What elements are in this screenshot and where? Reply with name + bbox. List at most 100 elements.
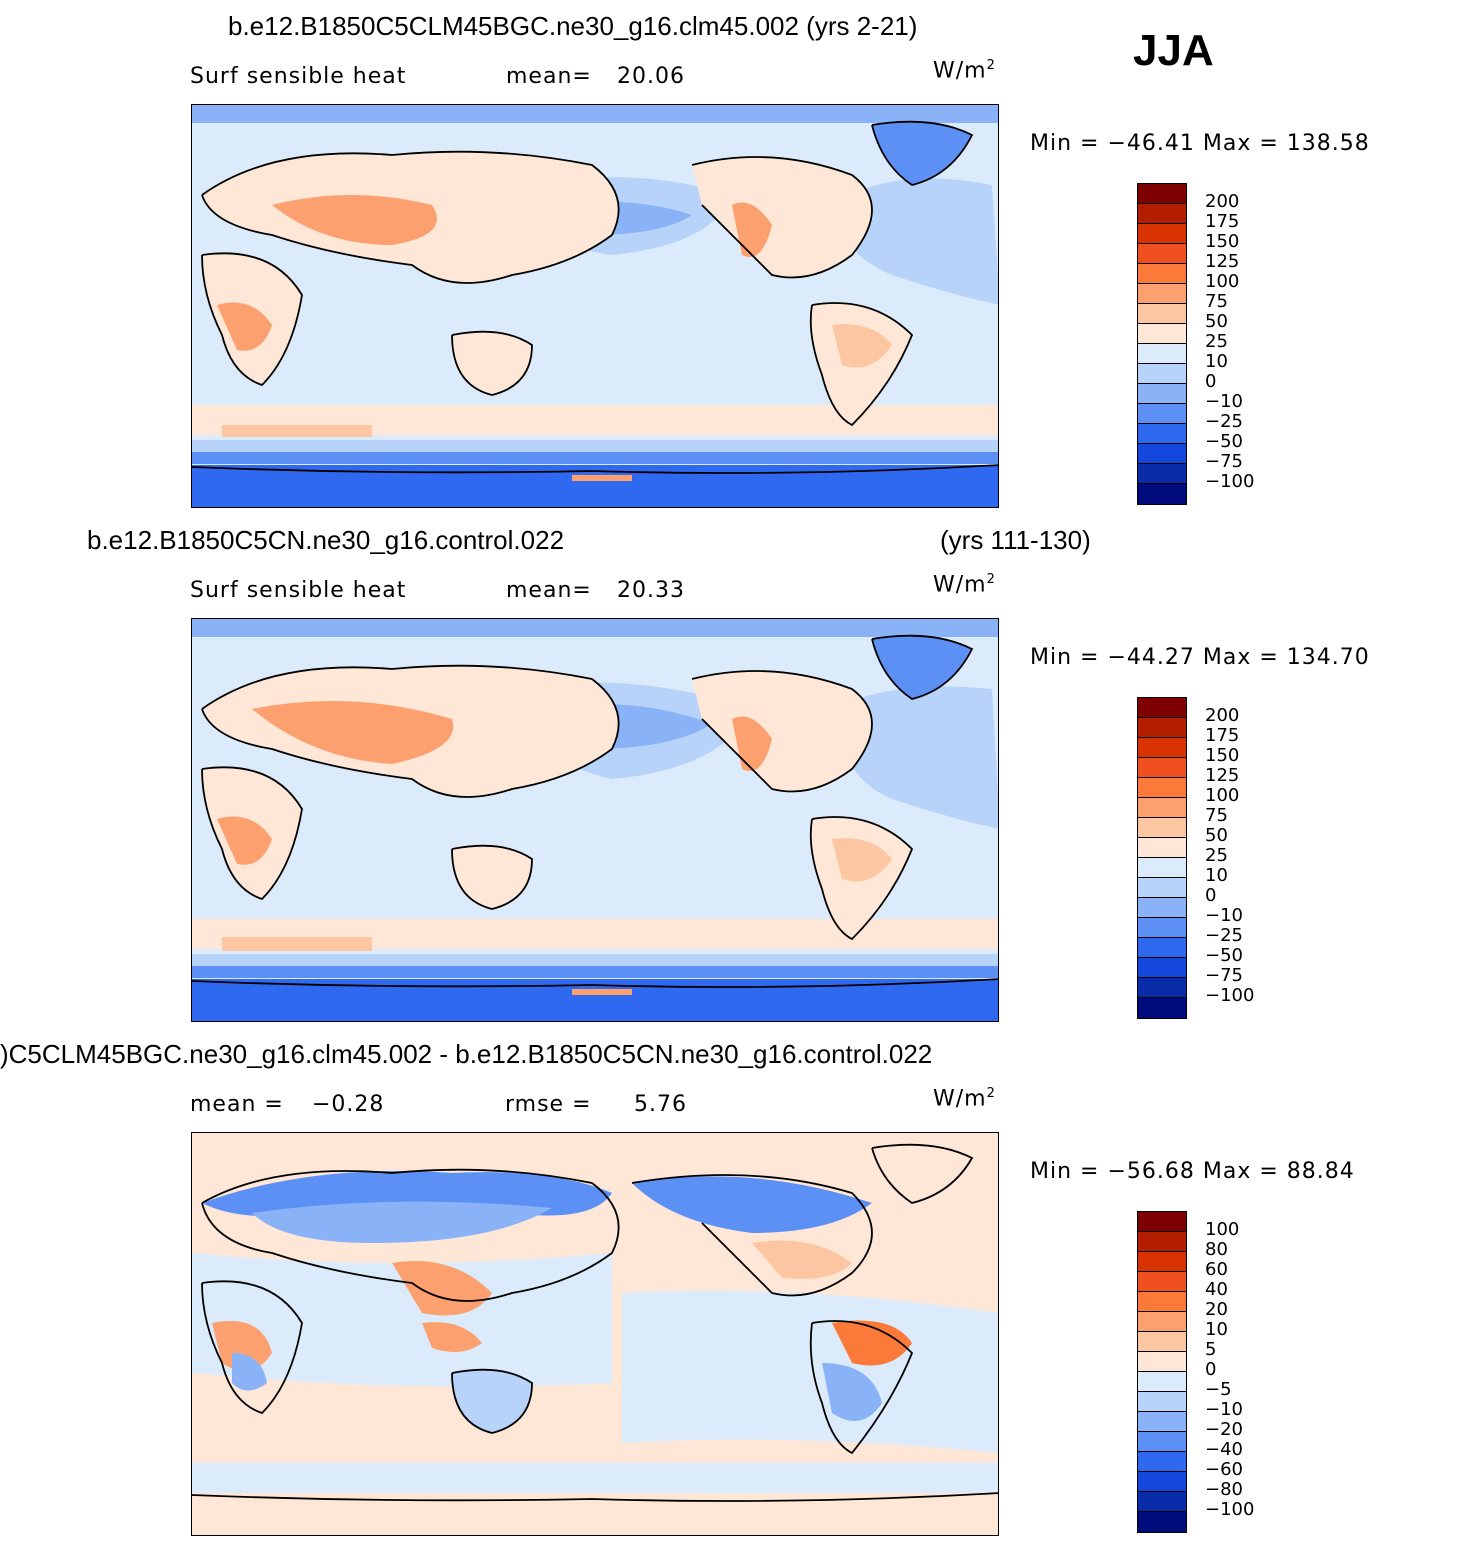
colorbar-tick-label: −75 bbox=[1205, 451, 1243, 472]
colorbar-segment bbox=[1138, 718, 1186, 738]
colorbar-tick-label: 0 bbox=[1205, 1359, 1217, 1380]
colorbar-segment bbox=[1138, 998, 1186, 1018]
colorbar-segment bbox=[1138, 184, 1186, 204]
colorbar-tick-label: 100 bbox=[1205, 1219, 1240, 1240]
panel3-map bbox=[191, 1132, 999, 1536]
colorbar-tick-label: 75 bbox=[1205, 805, 1228, 826]
colorbar-segment bbox=[1138, 1272, 1186, 1292]
panel3-mean-label: mean = bbox=[190, 1092, 284, 1117]
colorbar-tick-label: −50 bbox=[1205, 431, 1243, 452]
colorbar-tick-label: 80 bbox=[1205, 1239, 1228, 1260]
colorbar-tick-label: 25 bbox=[1205, 331, 1228, 352]
colorbar-tick-label: 200 bbox=[1205, 705, 1240, 726]
colorbar-segment bbox=[1138, 1212, 1186, 1232]
colorbar-tick-label: −5 bbox=[1205, 1379, 1232, 1400]
colorbar-segment bbox=[1138, 364, 1186, 384]
panel1-title: b.e12.B1850C5CLM45BGC.ne30_g16.clm45.002… bbox=[228, 11, 918, 41]
colorbar-segment bbox=[1138, 384, 1186, 404]
colorbar-segment bbox=[1138, 1332, 1186, 1352]
panel2-title: b.e12.B1850C5CN.ne30_g16.control.022 bbox=[87, 525, 565, 555]
colorbar-segment bbox=[1138, 1412, 1186, 1432]
colorbar-tick-label: 20 bbox=[1205, 1299, 1228, 1320]
colorbar-segment bbox=[1138, 224, 1186, 244]
colorbar-tick-label: 25 bbox=[1205, 845, 1228, 866]
colorbar-segment bbox=[1138, 1492, 1186, 1512]
colorbar-tick-label: 0 bbox=[1205, 885, 1217, 906]
panel3-minmax: Min = −56.68 Max = 88.84 bbox=[1030, 1159, 1355, 1184]
colorbar-segment bbox=[1138, 878, 1186, 898]
colorbar-tick-label: −25 bbox=[1205, 411, 1243, 432]
colorbar-tick-label: 0 bbox=[1205, 371, 1217, 392]
colorbar-segment bbox=[1138, 484, 1186, 504]
colorbar-tick-label: −100 bbox=[1205, 471, 1255, 492]
colorbar-tick-label: 150 bbox=[1205, 745, 1240, 766]
colorbar-tick-label: −25 bbox=[1205, 925, 1243, 946]
colorbar-tick-label: 50 bbox=[1205, 825, 1228, 846]
colorbar-segment bbox=[1138, 404, 1186, 424]
colorbar-segment bbox=[1138, 304, 1186, 324]
colorbar-segment bbox=[1138, 858, 1186, 878]
colorbar-segment bbox=[1138, 1472, 1186, 1492]
colorbar-tick-label: −10 bbox=[1205, 1399, 1243, 1420]
colorbar-segment bbox=[1138, 978, 1186, 998]
colorbar-tick-label: 50 bbox=[1205, 311, 1228, 332]
colorbar-segment bbox=[1138, 1352, 1186, 1372]
panel2-mean-label: mean= bbox=[506, 578, 592, 603]
colorbar-segment bbox=[1138, 758, 1186, 778]
colorbar-segment bbox=[1138, 324, 1186, 344]
colorbar-segment bbox=[1138, 1292, 1186, 1312]
colorbar-tick-label: 10 bbox=[1205, 865, 1228, 886]
panel2-colorbar bbox=[1137, 697, 1187, 1019]
colorbar-tick-label: 5 bbox=[1205, 1339, 1217, 1360]
colorbar-segment bbox=[1138, 898, 1186, 918]
colorbar-segment bbox=[1138, 818, 1186, 838]
colorbar-tick-label: 40 bbox=[1205, 1279, 1228, 1300]
colorbar-segment bbox=[1138, 424, 1186, 444]
colorbar-segment bbox=[1138, 1232, 1186, 1252]
panel3-colorbar bbox=[1137, 1211, 1187, 1533]
colorbar-tick-label: −60 bbox=[1205, 1459, 1243, 1480]
colorbar-segment bbox=[1138, 938, 1186, 958]
colorbar-segment bbox=[1138, 1252, 1186, 1272]
colorbar-tick-label: −20 bbox=[1205, 1419, 1243, 1440]
panel2-minmax: Min = −44.27 Max = 134.70 bbox=[1030, 645, 1370, 670]
panel3-map-svg bbox=[192, 1133, 998, 1535]
season-label: JJA bbox=[1133, 26, 1214, 75]
colorbar-tick-label: 60 bbox=[1205, 1259, 1228, 1280]
panel2-units: W/m2 bbox=[933, 572, 996, 598]
colorbar-tick-label: 200 bbox=[1205, 191, 1240, 212]
colorbar-segment bbox=[1138, 1512, 1186, 1532]
panel2-mean-value: 20.33 bbox=[617, 578, 685, 603]
colorbar-segment bbox=[1138, 738, 1186, 758]
colorbar-tick-label: 175 bbox=[1205, 211, 1240, 232]
panel3-units: W/m2 bbox=[933, 1086, 996, 1112]
colorbar-segment bbox=[1138, 344, 1186, 364]
colorbar-segment bbox=[1138, 1312, 1186, 1332]
panel2-variable-label: Surf sensible heat bbox=[190, 578, 407, 603]
panel2-years: (yrs 111-130) bbox=[940, 525, 1091, 555]
panel1-map bbox=[191, 104, 999, 508]
colorbar-tick-label: 100 bbox=[1205, 785, 1240, 806]
colorbar-tick-label: −10 bbox=[1205, 905, 1243, 926]
colorbar-tick-label: 10 bbox=[1205, 351, 1228, 372]
colorbar-tick-label: −80 bbox=[1205, 1479, 1243, 1500]
panel1-mean-label: mean= bbox=[506, 64, 592, 89]
colorbar-tick-label: 100 bbox=[1205, 271, 1240, 292]
colorbar-tick-label: −40 bbox=[1205, 1439, 1243, 1460]
panel3-rmse-label: rmse = bbox=[505, 1092, 592, 1117]
panel3-title: )C5CLM45BGC.ne30_g16.clm45.002 - b.e12.B… bbox=[0, 1039, 933, 1069]
colorbar-segment bbox=[1138, 244, 1186, 264]
colorbar-segment bbox=[1138, 778, 1186, 798]
colorbar-segment bbox=[1138, 918, 1186, 938]
colorbar-segment bbox=[1138, 838, 1186, 858]
panel1-colorbar bbox=[1137, 183, 1187, 505]
colorbar-segment bbox=[1138, 264, 1186, 284]
colorbar-tick-label: 125 bbox=[1205, 765, 1240, 786]
colorbar-tick-label: 150 bbox=[1205, 231, 1240, 252]
panel2-map-svg bbox=[192, 619, 998, 1021]
colorbar-tick-label: −75 bbox=[1205, 965, 1243, 986]
colorbar-tick-label: −50 bbox=[1205, 945, 1243, 966]
colorbar-segment bbox=[1138, 444, 1186, 464]
colorbar-tick-label: 175 bbox=[1205, 725, 1240, 746]
colorbar-segment bbox=[1138, 1432, 1186, 1452]
